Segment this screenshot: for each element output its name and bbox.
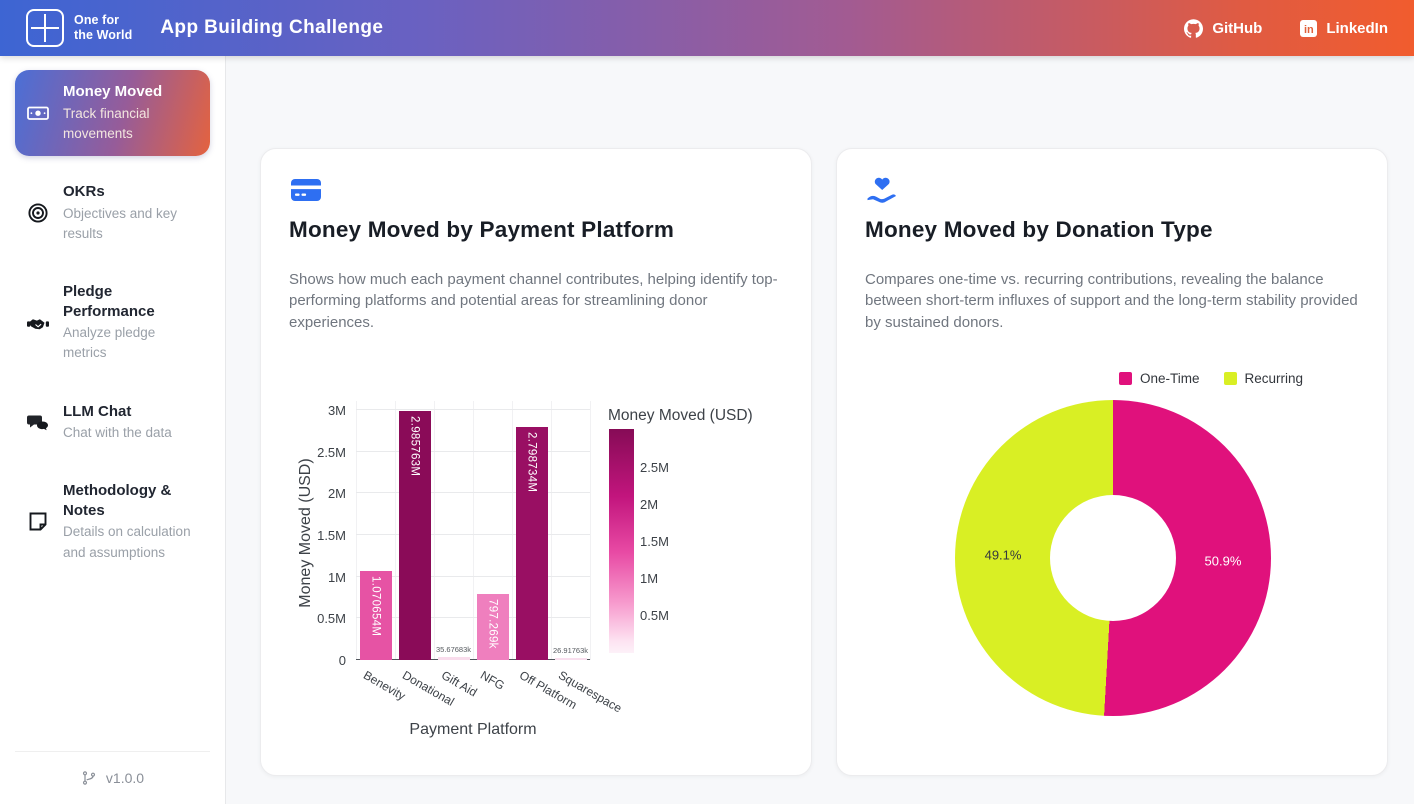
legend-swatch [1223, 372, 1237, 385]
bar-gift-aid[interactable] [437, 657, 470, 660]
colorbar-tick-label: 2M [640, 497, 659, 513]
app-title: App Building Challenge [160, 17, 384, 38]
bar-plot-area: 0 0.5M 1M 1.5M 2M 2.5M 3M 1.070654M 2.985763M 35.… [317, 401, 591, 668]
vertical-gridline [551, 401, 552, 660]
sidebar-item-money-moved[interactable]: Money Moved Track financial movements [15, 70, 210, 156]
sidebar-item-subtitle: Objectives and key results [63, 205, 178, 241]
card-payment-platform: Money Moved by Payment Platform Shows ho… [260, 148, 812, 776]
sidebar-item-subtitle: Track financial movements [63, 105, 150, 141]
bar-value-label: 2.985763M [408, 416, 421, 477]
gridline [356, 617, 590, 619]
y-tick-label: 1.5M [317, 528, 346, 543]
sidebar-item-llm-chat[interactable]: LLM Chat Chat with the data [15, 390, 210, 456]
oftw-logo[interactable]: One for the World [26, 9, 132, 47]
bar-nfg[interactable]: 797.269k [476, 593, 509, 660]
sidebar-item-pledge-performance[interactable]: Pledge Performance Analyze pledge metric… [15, 270, 210, 376]
y-tick-label: 2M [327, 486, 346, 502]
sidebar-item-title: Pledge Performance [63, 283, 155, 320]
y-tick-label: 0 [338, 653, 346, 668]
target-icon [25, 201, 51, 225]
vertical-gridline [395, 401, 396, 660]
vertical-gridline [590, 401, 591, 660]
bar-off-platform[interactable]: 2.798734M [515, 426, 548, 660]
credit-card-icon [291, 179, 321, 201]
github-label: GitHub [1212, 19, 1263, 37]
card-title: Money Moved by Donation Type [865, 217, 1213, 242]
top-navbar: One for the World App Building Challenge… [0, 0, 1414, 56]
bar-value-label: 797.269k [486, 598, 499, 649]
chat-bubbles-icon [25, 410, 51, 434]
x-tick-label: Benevity [360, 668, 408, 704]
legend-label: Recurring [1244, 371, 1304, 386]
sidebar-item-okrs[interactable]: OKRs Objectives and key results [15, 170, 210, 256]
money-icon [25, 101, 51, 125]
bar-donational[interactable]: 2.985763M [398, 411, 431, 660]
github-link[interactable]: GitHub [1184, 18, 1263, 38]
y-tick-label: 1M [327, 569, 346, 585]
sidebar-item-title: LLM Chat [63, 402, 132, 420]
sidebar-item-title: Money Moved [63, 83, 163, 100]
y-tick-label: 0.5M [317, 611, 346, 627]
colorbar-tick-label: 2.5M [640, 460, 669, 476]
legend-swatch [1119, 372, 1132, 385]
linkedin-link[interactable]: in LinkedIn [1300, 19, 1388, 37]
vertical-gridline [434, 401, 435, 660]
gridline [356, 409, 590, 410]
sidebar-item-subtitle: Chat with the data [63, 425, 172, 440]
legend-label: One-Time [1140, 371, 1200, 386]
slice-label-recurring: 49.1% [984, 547, 1022, 563]
gridline [356, 492, 590, 494]
sidebar-item-title: OKRs [63, 183, 105, 200]
github-icon [1184, 18, 1204, 38]
legend-item-recurring[interactable]: Recurring [1223, 371, 1304, 386]
legend-item-one-time[interactable]: One-Time [1119, 371, 1200, 386]
bar-value-label: 2.798734M [525, 431, 538, 493]
linkedin-icon: in [1300, 19, 1318, 37]
x-axis-title: Payment Platform [409, 721, 537, 738]
sidebar-item-methodology-notes[interactable]: Methodology & Notes Details on calculati… [15, 469, 210, 575]
colorbar-title: Money Moved (USD) [608, 407, 753, 424]
gridline [356, 575, 590, 577]
x-axis-line [356, 659, 590, 660]
oftw-logo-icon [26, 9, 64, 47]
pie-legend: One-Time Recurring [1119, 371, 1303, 386]
colorbar-ticks: 2.5M 2M 1.5M 1M 0.5M [640, 429, 700, 653]
bar-value-label: 26.91763k [552, 645, 589, 655]
git-branch-icon [82, 771, 95, 785]
slice-label-one-time: 50.9% [1204, 553, 1242, 569]
bar-value-label: 1.070654M [369, 575, 382, 637]
colorbar [609, 429, 634, 653]
note-icon [25, 510, 51, 534]
gridline [356, 450, 590, 452]
handshake-icon [25, 311, 51, 335]
version-label: v1.0.0 [105, 770, 145, 786]
card-description: Compares one-time vs. recurring contribu… [865, 271, 1358, 331]
sidebar-item-subtitle: Details on calculation and assumptions [63, 524, 191, 560]
gridline [356, 534, 590, 535]
y-tick-label: 2.5M [317, 444, 346, 460]
sidebar-item-title: Methodology & Notes [63, 482, 172, 519]
colorbar-tick-label: 1.5M [640, 534, 669, 550]
main-content: Money Moved by Payment Platform Shows ho… [226, 56, 1414, 804]
hand-holding-heart-icon [867, 177, 896, 203]
vertical-gridline [473, 401, 474, 660]
colorbar-tick-label: 0.5M [640, 608, 669, 624]
bar-benevity[interactable]: 1.070654M [359, 570, 392, 660]
version-footer: v1.0.0 [15, 751, 210, 794]
sidebar-item-subtitle: Analyze pledge metrics [63, 325, 156, 361]
x-tick-label: NFG [477, 668, 507, 693]
card-title: Money Moved by Payment Platform [289, 217, 675, 242]
bar-squarespace[interactable] [554, 657, 587, 660]
oftw-logo-text: One for the World [74, 13, 133, 42]
card-description: Shows how much each payment channel cont… [289, 271, 778, 331]
colorbar-tick-label: 1M [640, 571, 659, 587]
vertical-gridline [512, 401, 513, 660]
card-donation-type: Money Moved by Donation Type Compares on… [836, 148, 1388, 776]
bar-value-label: 35.67683k [435, 645, 472, 655]
vertical-gridline [356, 401, 357, 660]
y-tick-label: 3M [327, 403, 346, 418]
donut-chart[interactable]: 50.9% 49.1% [955, 400, 1271, 716]
sidebar: Money Moved Track financial movements OK… [0, 56, 226, 804]
linkedin-label: LinkedIn [1326, 19, 1388, 37]
